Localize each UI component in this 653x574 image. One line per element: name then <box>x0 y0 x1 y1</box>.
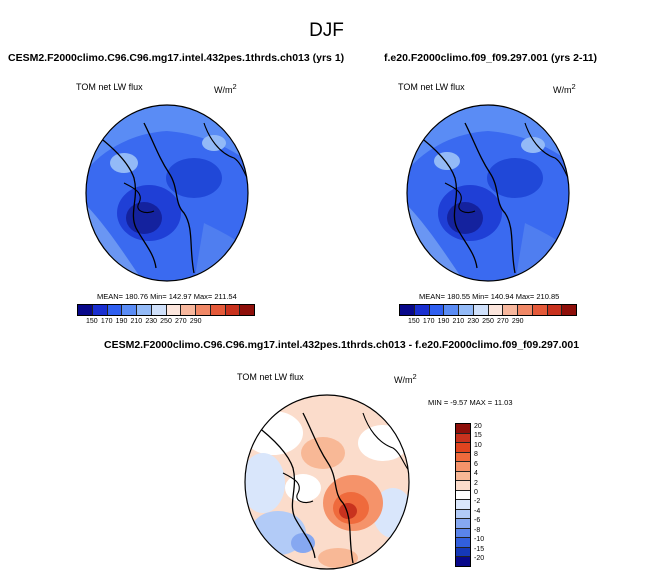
panel3-colorbar-swatch <box>456 490 470 501</box>
panel3-colorbar-tick-label: 6 <box>474 460 478 468</box>
panel3-map <box>244 394 410 570</box>
panel3-colorbar-swatch <box>456 424 470 434</box>
panel2-colorbar-tick-label: 290 <box>511 318 524 325</box>
panel1-colorbar-tick-label: 190 <box>115 318 128 325</box>
panel3-colorbar-tick-label: -15 <box>474 545 485 553</box>
panel3-colorbar-tick-label: -6 <box>474 517 481 525</box>
panel3-colorbar-tick-label: -20 <box>474 555 485 563</box>
panel2-title: f.e20.F2000climo.f09_f09.297.001 (yrs 2-… <box>384 52 598 64</box>
panel2-colorbar-swatch <box>444 305 459 315</box>
panel3-colorbar-swatch <box>456 547 470 558</box>
panel3-colorbar-swatch <box>456 452 470 463</box>
panel1-colorbar-swatch <box>137 305 152 315</box>
panel3-colorbar-swatch <box>456 433 470 444</box>
panel2-colorbar-tick-label: 270 <box>496 318 509 325</box>
panel1-colorbar-swatch <box>166 305 182 315</box>
panel1-colorbar-swatch <box>107 305 123 315</box>
panel1-field: TOM net LW flux <box>76 82 143 92</box>
panel2-colorbar-swatch <box>532 305 548 315</box>
panel2-colorbar-tick-label: 250 <box>482 318 494 325</box>
panel3-colorbar-tick-label: 15 <box>474 432 482 440</box>
panel1-colorbar: 150 170 190 210 230 250 270 290 <box>77 304 255 326</box>
panel2-field: TOM net LW flux <box>398 82 465 92</box>
panel3-colorbar-swatch <box>456 462 470 472</box>
panel3-colorbar-swatch <box>456 471 470 482</box>
panel1-colorbar-tick-label: 290 <box>189 318 202 325</box>
panel3-colorbar-ticks: 20 15 10 8 6 4 2 0 -2 -4 -6 -8 -10 -15 -20 <box>472 423 492 565</box>
panel2-colorbar-swatch <box>414 305 430 315</box>
panel1-colorbar-swatch <box>210 305 226 315</box>
panel3-colorbar-tick-label: 8 <box>474 451 478 459</box>
panel1-colorbar-swatch <box>151 305 167 315</box>
panel2-colorbar-swatch <box>473 305 489 315</box>
panel2-units: W/m2 <box>553 82 576 95</box>
panel1-title: CESM2.F2000climo.C96.C96.mg17.intel.432p… <box>8 52 345 64</box>
panel1-colorbar-tick-label: 150 <box>85 318 98 325</box>
panel3-colorbar-swatch <box>456 528 470 539</box>
panel3-stats: MIN = -9.57 MAX = 11.03 <box>428 398 513 407</box>
panel1-colorbar-tick-label: 250 <box>160 318 172 325</box>
panel2-map <box>406 104 570 282</box>
panel1-colorbar-swatch <box>196 305 211 315</box>
panel1-map <box>85 104 249 282</box>
panel2-colorbar-swatch <box>547 305 563 315</box>
panel2-stats: MEAN= 180.55 Min= 140.94 Max= 210.85 <box>419 292 560 301</box>
panel2-colorbar-swatch <box>400 305 415 315</box>
panel1-colorbar-swatch <box>240 305 254 315</box>
figure-title: DJF <box>309 20 344 41</box>
panel3-colorbar-swatch <box>456 519 470 529</box>
panel2-colorbar-swatch <box>518 305 533 315</box>
panel3-units: W/m2 <box>394 372 417 385</box>
panel1-colorbar-tick-label: 230 <box>145 318 157 325</box>
panel3-colorbar-tick-label: 0 <box>474 489 478 496</box>
panel1-colorbar-swatch <box>225 305 241 315</box>
panel3-colorbar-swatch <box>456 481 470 491</box>
panel1-colorbar-tick-label: 270 <box>174 318 187 325</box>
panel1-colorbar-swatch <box>181 305 196 315</box>
panel1-colorbar-swatch <box>92 305 108 315</box>
panel2-colorbar-swatch <box>503 305 518 315</box>
panel3-colorbar-tick-label: -4 <box>474 507 481 515</box>
panel2-colorbar-tick-label: 210 <box>452 318 465 325</box>
panel2-colorbar-tick-label: 170 <box>422 318 435 325</box>
panel2-colorbar-tick-label: 230 <box>467 318 479 325</box>
panel3-colorbar-tick-label: -2 <box>474 498 481 506</box>
panel3-field: TOM net LW flux <box>237 372 304 382</box>
panel3-colorbar-tick-label: -10 <box>474 536 485 544</box>
panel2-colorbar-tick-label: 150 <box>407 318 420 325</box>
panel3-colorbar-tick-label: -8 <box>474 526 481 534</box>
panel1-stats: MEAN= 180.76 Min= 142.97 Max= 211.54 <box>97 292 237 301</box>
panel2-colorbar-swatch <box>429 305 445 315</box>
panel3-colorbar-tick-label: 10 <box>474 441 482 449</box>
panel2-colorbar: 150 170 190 210 230 250 270 290 <box>399 304 577 326</box>
panel2-colorbar-tick-label: 190 <box>437 318 450 325</box>
panel1-units: W/m2 <box>214 82 237 95</box>
panel3-colorbar-swatch <box>456 443 470 453</box>
panel3-colorbar-tick-label: 20 <box>474 422 482 430</box>
panel3-colorbar-swatch <box>456 538 470 548</box>
panel3-colorbar-tick-label: 2 <box>474 479 478 487</box>
panel3-colorbar <box>455 423 471 567</box>
panel3-colorbar-tick-label: 4 <box>474 470 478 478</box>
panel1-colorbar-swatch <box>78 305 93 315</box>
panel2-colorbar-swatch <box>488 305 504 315</box>
panel2-colorbar-swatch <box>562 305 576 315</box>
panel2-colorbar-swatch <box>459 305 474 315</box>
panel1-colorbar-tick-label: 210 <box>130 318 143 325</box>
panel3-title: CESM2.F2000climo.C96.C96.mg17.intel.432p… <box>104 339 580 351</box>
panel1-colorbar-swatch <box>122 305 137 315</box>
panel3-colorbar-swatch <box>456 500 470 510</box>
panel3-colorbar-swatch <box>456 509 470 520</box>
panel1-colorbar-tick-label: 170 <box>100 318 113 325</box>
panel3-colorbar-swatch <box>456 557 470 566</box>
